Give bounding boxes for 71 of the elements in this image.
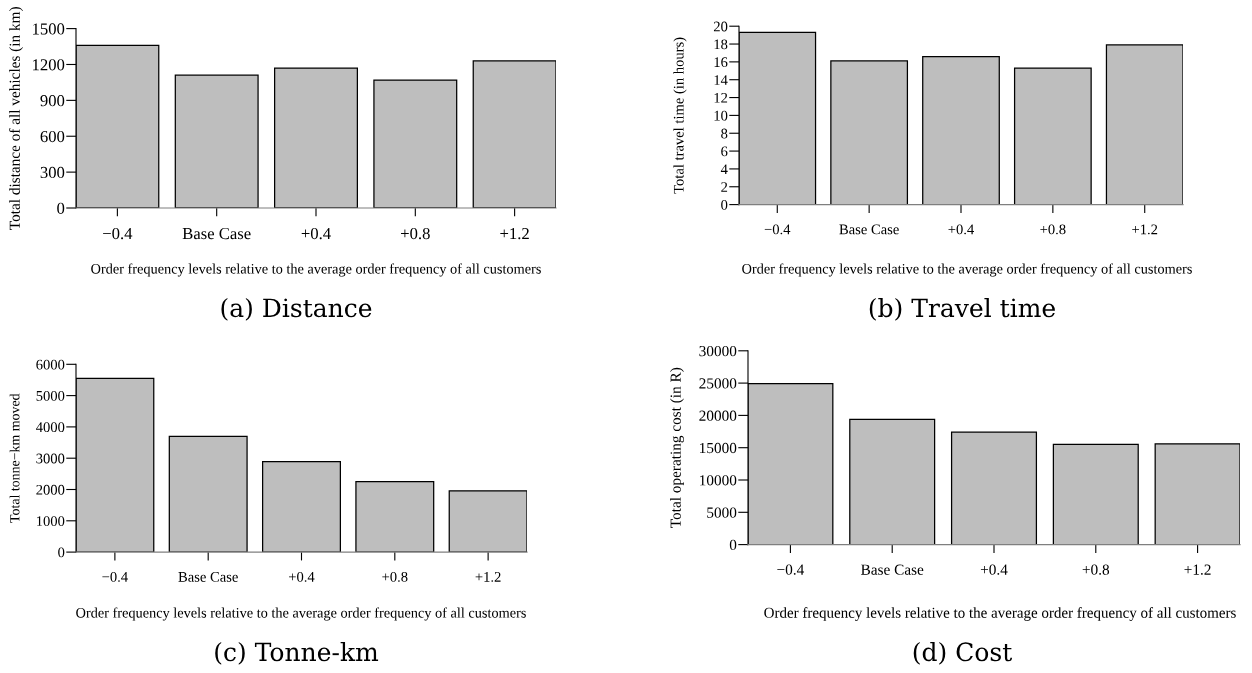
- x-tick-label: +0.8: [1082, 564, 1110, 575]
- text: (b) Travel time: [869, 297, 1055, 321]
- y-tick-label: 4: [720, 164, 728, 174]
- y-tick-label: 1000: [37, 516, 65, 526]
- x-tick-label: +1.2: [1184, 564, 1211, 575]
- y-tick-label: 1200: [33, 59, 65, 71]
- y-tick-label: 25000: [699, 378, 737, 389]
- x-tick-label: −0.4: [102, 571, 128, 582]
- y-tick-label: 12: [714, 92, 728, 103]
- x-axis-title: Order frequency levels relative to the average order frequency of all customers: [742, 263, 1192, 277]
- x-tick-label: Base Case: [178, 572, 238, 582]
- y-tick-label: 16: [714, 57, 728, 68]
- y-tick-label: 900: [40, 95, 65, 107]
- x-tick-label: +0.8: [401, 227, 430, 240]
- y-tick-label: 20000: [699, 410, 737, 421]
- text: (c) Tonne-km: [215, 641, 379, 665]
- bar: [472, 60, 556, 208]
- x-tick-label: +0.4: [948, 224, 974, 235]
- y-tick-label: 5000: [36, 390, 65, 401]
- y-tick-label: 6000: [36, 359, 65, 370]
- y-tick-label: 0: [57, 202, 65, 214]
- x-tick-label: +0.8: [1040, 224, 1066, 235]
- bar: [373, 79, 458, 208]
- bar: [261, 461, 342, 553]
- x-tick-label: +1.2: [500, 227, 529, 240]
- y-tick-label: 5000: [707, 507, 737, 518]
- y-tick-label: 18: [714, 39, 728, 50]
- x-tick-label: +1.2: [1132, 224, 1158, 235]
- x-tick-label: +0.8: [382, 571, 408, 582]
- bar: [174, 74, 259, 208]
- y-axis-title: Total distance of all vehicles (in km): [8, 7, 24, 230]
- y-tick-label: 8: [721, 128, 728, 139]
- bar: [355, 481, 435, 553]
- y-tick-label: 6: [721, 146, 728, 157]
- x-axis-title: Order frequency levels relative to the average order frequency of all customers: [76, 607, 526, 621]
- x-tick-label: +1.2: [475, 572, 501, 582]
- y-tick-label: 4000: [36, 422, 65, 433]
- x-tick-label: +0.4: [301, 227, 331, 240]
- y-tick-label: 0: [729, 539, 737, 551]
- bar: [448, 490, 527, 553]
- y-axis-title: Total tonne−km moved: [9, 393, 20, 523]
- y-tick-label: 3000: [36, 453, 65, 464]
- y-tick-label: 2000: [36, 484, 65, 495]
- y-tick-label: 30000: [699, 345, 737, 357]
- y-tick-label: 14: [714, 75, 728, 85]
- y-tick-label: 1500: [33, 23, 65, 35]
- x-tick-label: Base Case: [182, 227, 251, 240]
- x-tick-label: −0.4: [777, 564, 805, 575]
- y-tick-label: 2: [721, 182, 728, 192]
- text: (a) Distance: [221, 297, 372, 321]
- x-tick-label: +0.4: [980, 564, 1008, 575]
- y-tick-label: 0: [721, 199, 728, 210]
- x-tick-label: Base Case: [861, 564, 924, 575]
- x-axis-title: Order frequency levels relative to the average order frequency of all customers: [764, 607, 1236, 621]
- x-axis-title: Order frequency levels relative to the average order frequency of all customers: [91, 263, 541, 277]
- bar: [168, 435, 248, 553]
- text: (d) Cost: [913, 641, 1013, 665]
- x-tick-label: +0.4: [289, 571, 315, 582]
- y-tick-label: 300: [40, 166, 65, 179]
- x-tick-label: Base Case: [839, 224, 899, 235]
- y-tick-label: 10: [714, 110, 728, 121]
- y-tick-label: 15000: [700, 442, 737, 454]
- x-tick-label: −0.4: [764, 224, 791, 235]
- y-tick-label: 0: [58, 547, 65, 558]
- y-tick-label: 600: [40, 130, 65, 143]
- y-tick-label: 20: [713, 21, 728, 32]
- y-tick-label: 10000: [700, 475, 737, 486]
- y-axis-title: Total travel time (in hours): [673, 37, 687, 194]
- bar: [273, 67, 359, 208]
- x-tick-label: −0.4: [103, 227, 133, 240]
- y-axis-title: Total operating cost (in R): [670, 367, 684, 528]
